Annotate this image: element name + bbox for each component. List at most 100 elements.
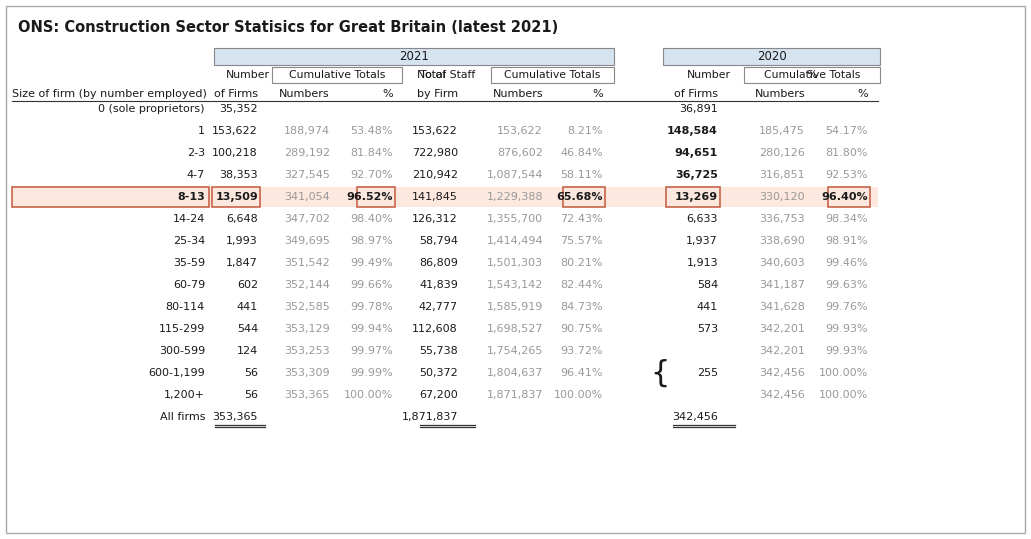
Text: 341,187: 341,187 bbox=[759, 280, 805, 290]
Text: 600-1,199: 600-1,199 bbox=[148, 368, 205, 378]
Text: 1,200+: 1,200+ bbox=[164, 390, 205, 400]
Text: 441: 441 bbox=[697, 302, 718, 312]
Text: 99.66%: 99.66% bbox=[351, 280, 393, 290]
Text: 1,913: 1,913 bbox=[687, 258, 718, 268]
Text: 153,622: 153,622 bbox=[212, 126, 258, 136]
Text: 336,753: 336,753 bbox=[760, 214, 805, 224]
Text: 46.84%: 46.84% bbox=[561, 148, 603, 158]
Text: 90.75%: 90.75% bbox=[561, 324, 603, 334]
Text: 602: 602 bbox=[237, 280, 258, 290]
Text: 60-79: 60-79 bbox=[173, 280, 205, 290]
Bar bbox=[12, 187, 209, 206]
Text: 80.21%: 80.21% bbox=[561, 258, 603, 268]
Text: 342,201: 342,201 bbox=[759, 324, 805, 334]
Text: 353,365: 353,365 bbox=[212, 412, 258, 422]
Text: 100.00%: 100.00% bbox=[819, 368, 868, 378]
Text: 36,725: 36,725 bbox=[675, 170, 718, 180]
Text: 289,192: 289,192 bbox=[284, 148, 330, 158]
Text: 86,809: 86,809 bbox=[420, 258, 458, 268]
Text: 1,871,837: 1,871,837 bbox=[401, 412, 458, 422]
Text: 56: 56 bbox=[244, 368, 258, 378]
Text: 92.70%: 92.70% bbox=[351, 170, 393, 180]
Text: 67,200: 67,200 bbox=[420, 390, 458, 400]
Text: 50,372: 50,372 bbox=[420, 368, 458, 378]
Text: 96.41%: 96.41% bbox=[561, 368, 603, 378]
Text: 25-34: 25-34 bbox=[173, 236, 205, 246]
Text: 341,628: 341,628 bbox=[759, 302, 805, 312]
Text: 876,602: 876,602 bbox=[497, 148, 543, 158]
Text: 6,633: 6,633 bbox=[687, 214, 718, 224]
Text: Size of firm (by number employed): Size of firm (by number employed) bbox=[12, 89, 207, 99]
Text: 93.72%: 93.72% bbox=[561, 346, 603, 356]
Text: 96.40%: 96.40% bbox=[822, 192, 868, 202]
Bar bbox=[828, 187, 870, 206]
Text: 65.68%: 65.68% bbox=[557, 192, 603, 202]
Text: 573: 573 bbox=[697, 324, 718, 334]
Text: 353,309: 353,309 bbox=[285, 368, 330, 378]
Text: 185,475: 185,475 bbox=[759, 126, 805, 136]
Text: 35-59: 35-59 bbox=[173, 258, 205, 268]
Text: ONS: Construction Sector Statisics for Great Britain (latest 2021): ONS: Construction Sector Statisics for G… bbox=[18, 20, 558, 35]
Text: 2020: 2020 bbox=[757, 50, 787, 63]
Text: 722,980: 722,980 bbox=[411, 148, 458, 158]
Text: 99.46%: 99.46% bbox=[826, 258, 868, 268]
Text: 353,253: 353,253 bbox=[285, 346, 330, 356]
Text: 352,585: 352,585 bbox=[285, 302, 330, 312]
Text: 1,871,837: 1,871,837 bbox=[487, 390, 543, 400]
Text: of Firms: of Firms bbox=[674, 89, 718, 99]
Text: %: % bbox=[593, 89, 603, 99]
Text: 353,365: 353,365 bbox=[285, 390, 330, 400]
Bar bbox=[666, 187, 720, 206]
Text: 99.97%: 99.97% bbox=[351, 346, 393, 356]
Text: 353,129: 353,129 bbox=[285, 324, 330, 334]
Text: 1,414,494: 1,414,494 bbox=[487, 236, 543, 246]
Text: 148,584: 148,584 bbox=[667, 126, 718, 136]
Text: 100.00%: 100.00% bbox=[343, 390, 393, 400]
Text: 1,804,637: 1,804,637 bbox=[487, 368, 543, 378]
Text: 98.40%: 98.40% bbox=[351, 214, 393, 224]
Text: 54.17%: 54.17% bbox=[826, 126, 868, 136]
Text: 1,937: 1,937 bbox=[687, 236, 718, 246]
Text: 84.73%: 84.73% bbox=[561, 302, 603, 312]
Text: 1,087,544: 1,087,544 bbox=[487, 170, 543, 180]
Text: 1,754,265: 1,754,265 bbox=[487, 346, 543, 356]
Text: 1: 1 bbox=[198, 126, 205, 136]
Text: 100.00%: 100.00% bbox=[554, 390, 603, 400]
Bar bbox=[491, 67, 614, 83]
Text: 55,738: 55,738 bbox=[420, 346, 458, 356]
Text: 75.57%: 75.57% bbox=[561, 236, 603, 246]
Text: 8.21%: 8.21% bbox=[567, 126, 603, 136]
Text: 58.11%: 58.11% bbox=[561, 170, 603, 180]
Text: of Firms: of Firms bbox=[214, 89, 258, 99]
Text: 153,622: 153,622 bbox=[497, 126, 543, 136]
Text: 340,603: 340,603 bbox=[760, 258, 805, 268]
Text: 92.53%: 92.53% bbox=[826, 170, 868, 180]
Text: 56: 56 bbox=[244, 390, 258, 400]
Text: 124: 124 bbox=[237, 346, 258, 356]
Text: 41,839: 41,839 bbox=[420, 280, 458, 290]
Text: 341,054: 341,054 bbox=[285, 192, 330, 202]
Text: 8-13: 8-13 bbox=[177, 192, 205, 202]
Text: 327,545: 327,545 bbox=[285, 170, 330, 180]
Text: 98.91%: 98.91% bbox=[826, 236, 868, 246]
Text: 99.94%: 99.94% bbox=[351, 324, 393, 334]
Text: 13,269: 13,269 bbox=[675, 192, 718, 202]
Text: 342,456: 342,456 bbox=[759, 390, 805, 400]
Bar bbox=[12, 187, 878, 206]
Text: 42,777: 42,777 bbox=[419, 302, 458, 312]
Text: 1,501,303: 1,501,303 bbox=[487, 258, 543, 268]
Text: 1,585,919: 1,585,919 bbox=[487, 302, 543, 312]
Text: 347,702: 347,702 bbox=[284, 214, 330, 224]
Text: 255: 255 bbox=[697, 368, 718, 378]
Text: 342,456: 342,456 bbox=[672, 412, 718, 422]
Text: 330,120: 330,120 bbox=[760, 192, 805, 202]
Text: 351,542: 351,542 bbox=[285, 258, 330, 268]
Text: 210,942: 210,942 bbox=[412, 170, 458, 180]
Text: 53.48%: 53.48% bbox=[351, 126, 393, 136]
Text: 1,698,527: 1,698,527 bbox=[487, 324, 543, 334]
Text: 94,651: 94,651 bbox=[674, 148, 718, 158]
Text: 81.80%: 81.80% bbox=[826, 148, 868, 158]
Bar bbox=[272, 67, 402, 83]
Bar bbox=[357, 187, 395, 206]
Bar bbox=[663, 48, 880, 65]
